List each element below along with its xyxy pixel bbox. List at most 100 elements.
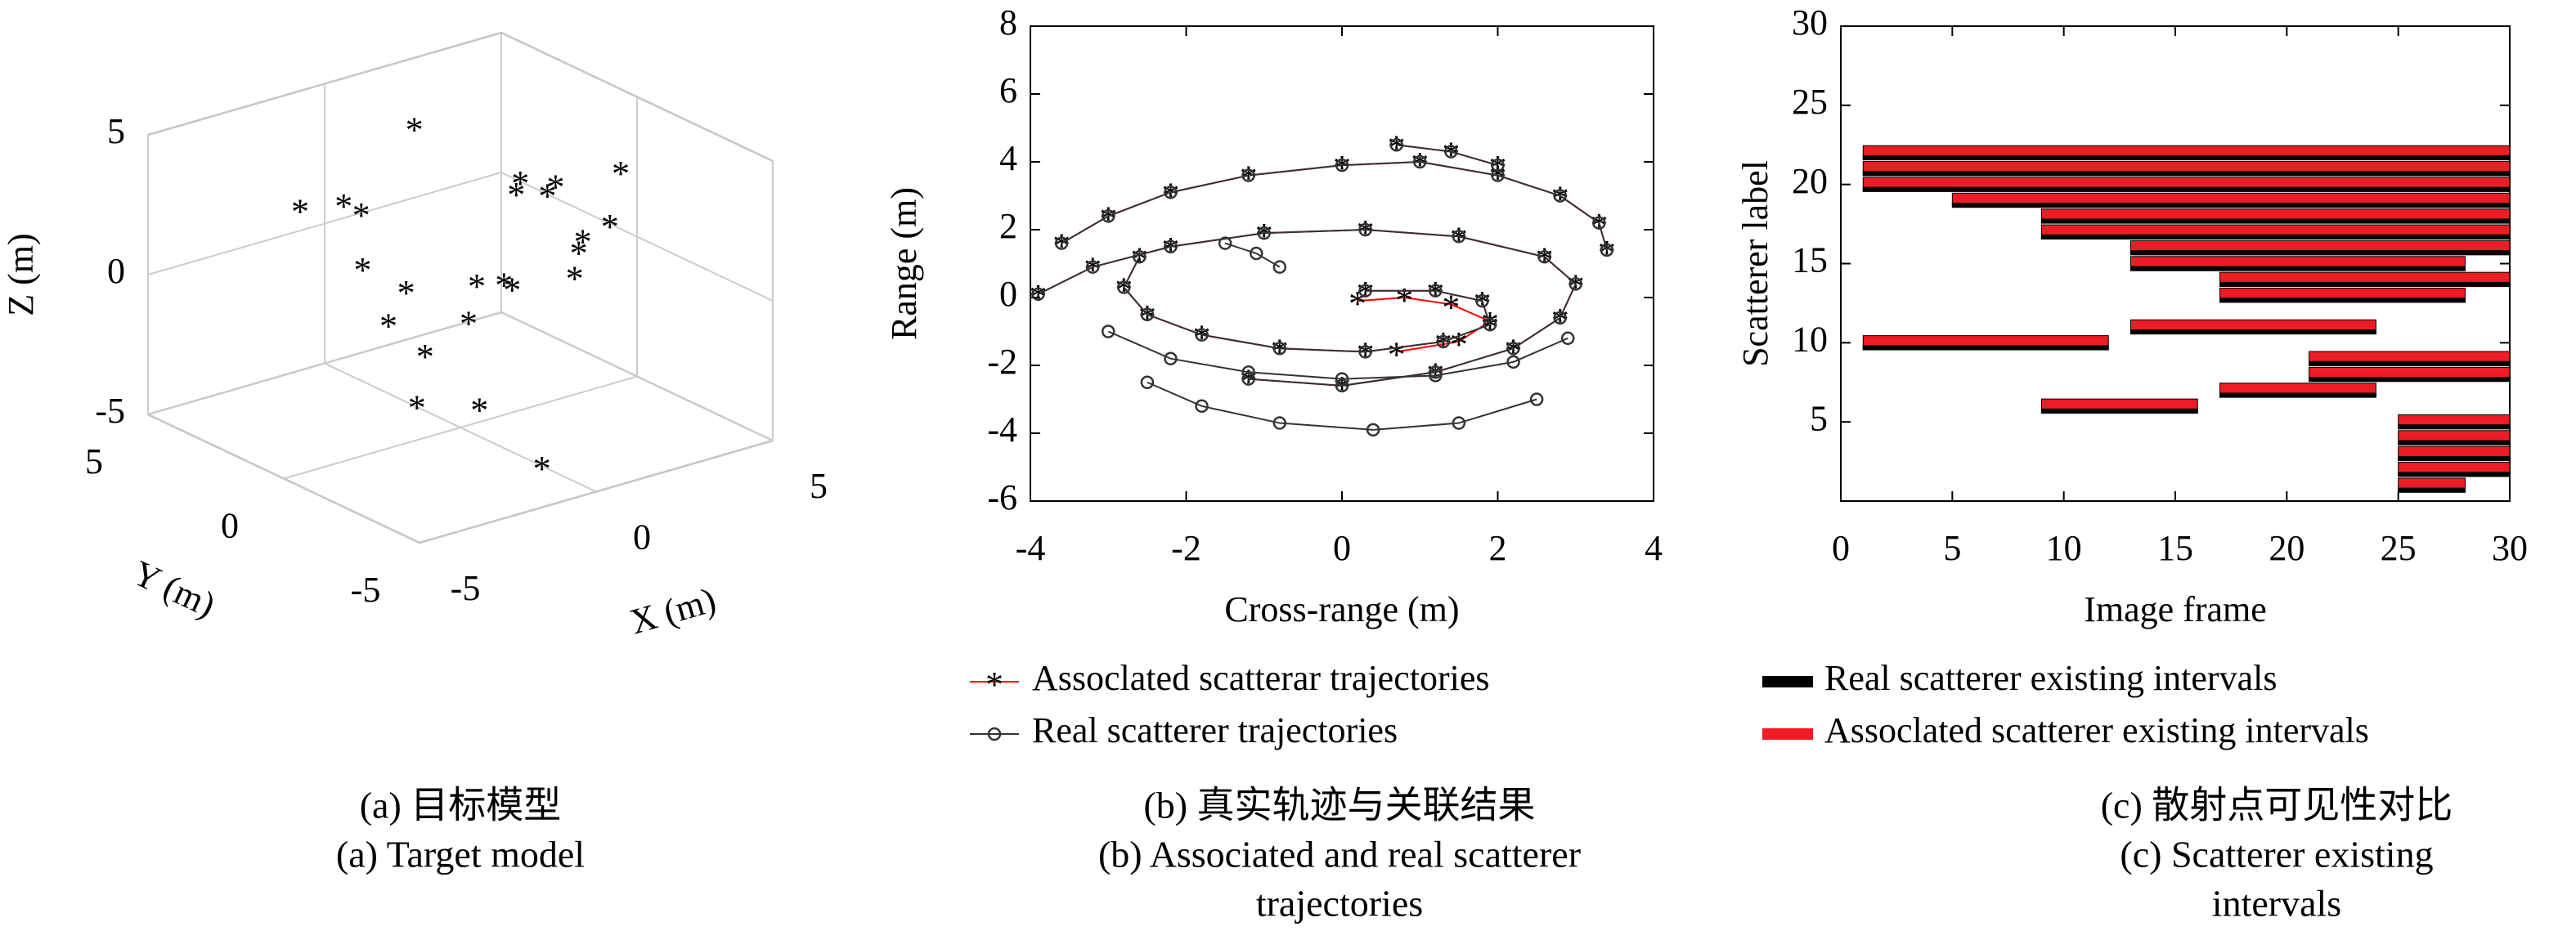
- data-point: *: [470, 391, 488, 431]
- data-point: [1031, 287, 1045, 302]
- data-point: *: [1255, 216, 1273, 256]
- grid-line: [283, 375, 638, 480]
- data-point: [1560, 331, 1575, 346]
- interval-bar: [2129, 250, 2511, 256]
- interval-bar: [2398, 440, 2511, 445]
- data-point: *: [1161, 230, 1179, 270]
- y-tick-label: 2: [999, 206, 1017, 246]
- interval-bar: [2219, 392, 2376, 398]
- data-point: *: [379, 306, 397, 346]
- x-tick-label: 5: [810, 466, 828, 506]
- data-point: *: [468, 266, 486, 307]
- data-point: *: [1357, 274, 1375, 314]
- interval-bar: [1862, 154, 2511, 161]
- caption: (a) Target model: [336, 834, 585, 875]
- interval-bar: [2398, 455, 2511, 462]
- data-point: [1600, 243, 1614, 257]
- y-tick-label: 25: [1792, 82, 1828, 122]
- data-point: *: [1411, 145, 1429, 185]
- data-point: [1436, 334, 1451, 349]
- data-point: [1475, 293, 1489, 308]
- y-tick-label: 4: [999, 138, 1017, 178]
- grid-line: [147, 172, 502, 275]
- data-point: *: [511, 163, 529, 204]
- y-axis-label: Y (m): [127, 553, 222, 625]
- z-tick-label: 0: [107, 251, 125, 291]
- data-point: *: [612, 154, 630, 194]
- z-axis-label: Z (m): [1, 233, 41, 316]
- x-tick-label: 0: [633, 517, 651, 557]
- data-point: [1444, 145, 1458, 159]
- data-point: [1249, 246, 1263, 261]
- data-point: *: [1271, 331, 1289, 371]
- data-point: *: [1450, 219, 1468, 259]
- x-axis-label: X (m): [626, 580, 720, 642]
- legend-swatch: [1762, 676, 1813, 687]
- data-point: *: [397, 273, 415, 313]
- data-point: [1358, 345, 1372, 359]
- data-point: [1164, 239, 1178, 253]
- x-tick-label: -2: [1171, 528, 1201, 568]
- data-point: [1358, 222, 1372, 237]
- data-point: *: [460, 303, 478, 343]
- y-tick-label: 10: [1792, 319, 1828, 359]
- y-tick-label: 15: [1792, 240, 1828, 280]
- caption: (a) 目标模型: [360, 785, 562, 826]
- y-tick-label: 30: [1792, 2, 1828, 43]
- y-tick-label: 5: [1810, 398, 1828, 438]
- interval-bar: [2040, 218, 2511, 224]
- data-point: [1195, 399, 1209, 414]
- data-point: *: [566, 259, 584, 299]
- data-point: [1452, 230, 1466, 244]
- x-tick-label: 15: [2157, 528, 2193, 568]
- interval-bar: [2398, 424, 2511, 430]
- data-point: [987, 727, 1002, 741]
- caption: (b) 真实轨迹与关联结果: [1143, 785, 1535, 826]
- data-point: *: [1442, 135, 1460, 175]
- data-point: [1272, 342, 1287, 356]
- z-tick-label: -5: [95, 391, 125, 431]
- y-tick-label: 20: [1792, 161, 1828, 201]
- x-axis-label: Image frame: [2084, 589, 2267, 629]
- data-point: *: [1084, 250, 1102, 290]
- z-tick-label: 5: [107, 111, 125, 151]
- data-point: *: [1333, 148, 1351, 188]
- data-point: [1506, 355, 1520, 369]
- data-point: [1553, 189, 1567, 203]
- interval-bar: [2129, 329, 2376, 335]
- data-point: *: [1138, 298, 1156, 338]
- data-point: [1529, 392, 1544, 406]
- legend-label: Assoclated scatterer existing intervals: [1824, 710, 2369, 750]
- data-point: [1257, 226, 1271, 240]
- x-tick-label: 25: [2381, 528, 2417, 568]
- data-point: *: [1357, 334, 1375, 374]
- grid-line: [500, 311, 774, 441]
- interval-bar: [1951, 203, 2511, 208]
- y-tick-label: 8: [999, 2, 1017, 43]
- data-point: [1272, 260, 1287, 274]
- data-point: [1085, 260, 1100, 274]
- caption: intervals: [2212, 883, 2341, 924]
- y-tick-label: -4: [987, 410, 1017, 450]
- interval-bar: [1862, 186, 2511, 192]
- data-point: [1140, 375, 1155, 389]
- data-point: *: [1450, 325, 1468, 365]
- data-point: [1335, 378, 1349, 393]
- data-point: *: [1598, 233, 1616, 273]
- y-axis-label: Scatterer label: [1735, 160, 1775, 367]
- x-tick-label: 0: [1333, 528, 1351, 568]
- data-point: *: [1193, 318, 1211, 358]
- legend-label: Assoclated scatterar trajectories: [1032, 658, 1490, 698]
- legend-label: Real scatterer trajectories: [1032, 710, 1398, 750]
- data-point: *: [1426, 274, 1444, 314]
- x-tick-label: -4: [1016, 528, 1046, 568]
- data-point: *: [1357, 213, 1375, 253]
- grid-line: [419, 440, 774, 544]
- data-point: *: [1567, 266, 1585, 307]
- data-point: *: [546, 167, 564, 207]
- data-point: *: [1442, 287, 1460, 327]
- y-axis-label: Range (m): [884, 187, 924, 340]
- caption: (c) Scatterer existing: [2120, 834, 2433, 875]
- grid-line: [500, 172, 774, 302]
- data-point: [1133, 249, 1147, 264]
